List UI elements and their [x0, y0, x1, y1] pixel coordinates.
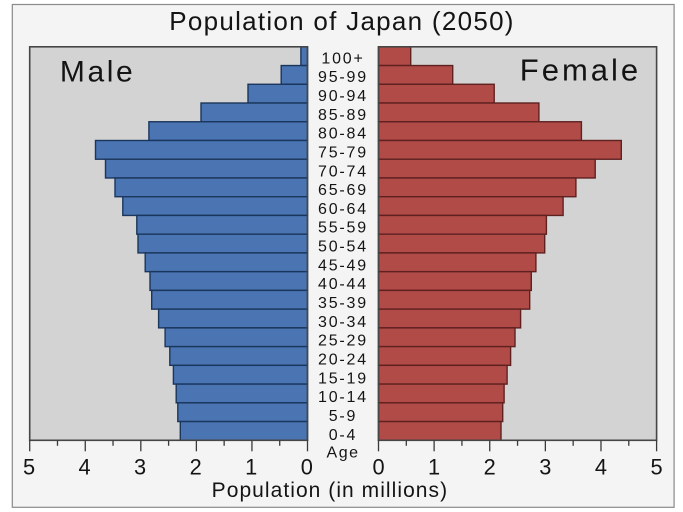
svg-text:Population of Japan (2050): Population of Japan (2050)	[169, 6, 515, 36]
svg-text:60-64: 60-64	[318, 201, 368, 218]
svg-text:75-79: 75-79	[318, 144, 368, 161]
svg-text:85-89: 85-89	[318, 107, 368, 124]
svg-text:50-54: 50-54	[318, 239, 368, 256]
svg-text:5: 5	[651, 455, 663, 480]
svg-text:10-14: 10-14	[318, 389, 368, 406]
svg-text:1: 1	[245, 455, 257, 480]
svg-text:2: 2	[484, 455, 496, 480]
svg-text:15-19: 15-19	[318, 370, 368, 387]
svg-text:Age: Age	[327, 444, 360, 461]
svg-text:0-4: 0-4	[329, 427, 358, 444]
svg-text:2: 2	[190, 455, 202, 480]
svg-text:3: 3	[134, 455, 146, 480]
svg-text:Population (in millions): Population (in millions)	[212, 479, 448, 502]
svg-text:55-59: 55-59	[318, 220, 368, 237]
svg-text:80-84: 80-84	[318, 126, 368, 143]
svg-text:35-39: 35-39	[318, 295, 368, 312]
svg-text:Male: Male	[60, 55, 135, 88]
svg-text:3: 3	[539, 455, 551, 480]
svg-text:1: 1	[428, 455, 440, 480]
svg-text:Female: Female	[520, 52, 641, 87]
svg-text:40-44: 40-44	[318, 276, 368, 293]
svg-text:4: 4	[78, 455, 90, 480]
svg-text:25-29: 25-29	[318, 333, 368, 350]
svg-text:20-24: 20-24	[318, 352, 368, 369]
svg-text:5-9: 5-9	[329, 408, 358, 425]
svg-text:45-49: 45-49	[318, 257, 368, 274]
svg-text:0: 0	[301, 455, 313, 480]
svg-text:4: 4	[595, 455, 607, 480]
svg-text:0: 0	[372, 455, 384, 480]
svg-text:30-34: 30-34	[318, 314, 368, 331]
svg-text:65-69: 65-69	[318, 182, 368, 199]
svg-text:95-99: 95-99	[318, 69, 368, 86]
svg-text:100+: 100+	[321, 50, 364, 67]
svg-text:90-94: 90-94	[318, 88, 368, 105]
svg-text:70-74: 70-74	[318, 163, 368, 180]
svg-text:5: 5	[23, 455, 35, 480]
